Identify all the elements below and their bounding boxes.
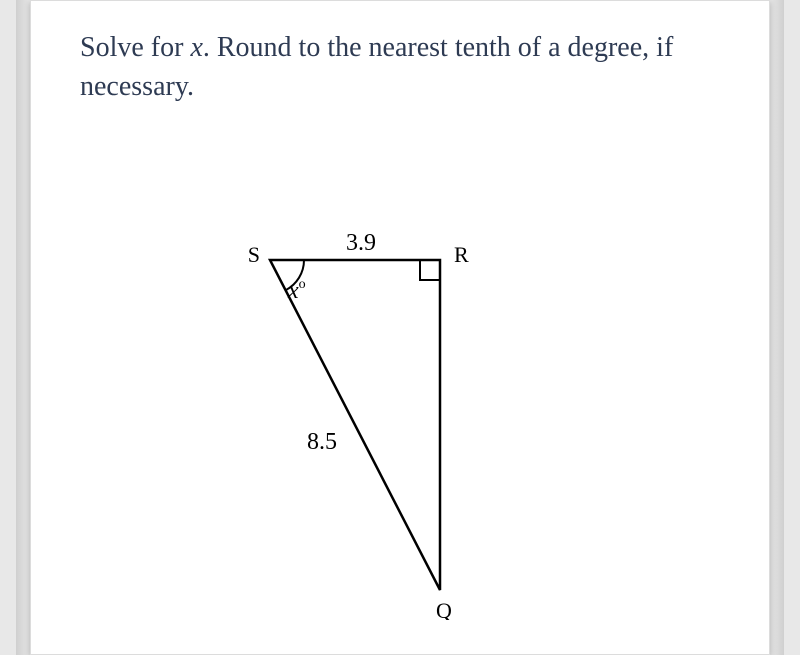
triangle-shape: [270, 260, 440, 590]
vertex-label-S: S: [248, 242, 260, 267]
prompt-prefix: Solve for: [80, 32, 190, 63]
angle-x: x: [287, 278, 299, 304]
problem-prompt: Solve for x. Round to the nearest tenth …: [80, 28, 720, 106]
triangle-figure: S R Q 3.9 8.5 xo: [230, 220, 530, 620]
vertex-label-R: R: [454, 242, 469, 267]
outer-frame: Solve for x. Round to the nearest tenth …: [0, 0, 800, 655]
page-card: Solve for x. Round to the nearest tenth …: [30, 0, 770, 655]
prompt-variable: x: [190, 32, 202, 63]
vertex-label-Q: Q: [436, 598, 452, 620]
angle-label: xo: [287, 277, 306, 304]
side-label-SR: 3.9: [346, 230, 376, 256]
right-angle-marker: [420, 260, 440, 280]
left-shadow: [16, 0, 30, 655]
angle-degree: o: [299, 277, 306, 292]
side-label-SQ: 8.5: [307, 429, 337, 455]
right-shadow: [770, 0, 784, 655]
